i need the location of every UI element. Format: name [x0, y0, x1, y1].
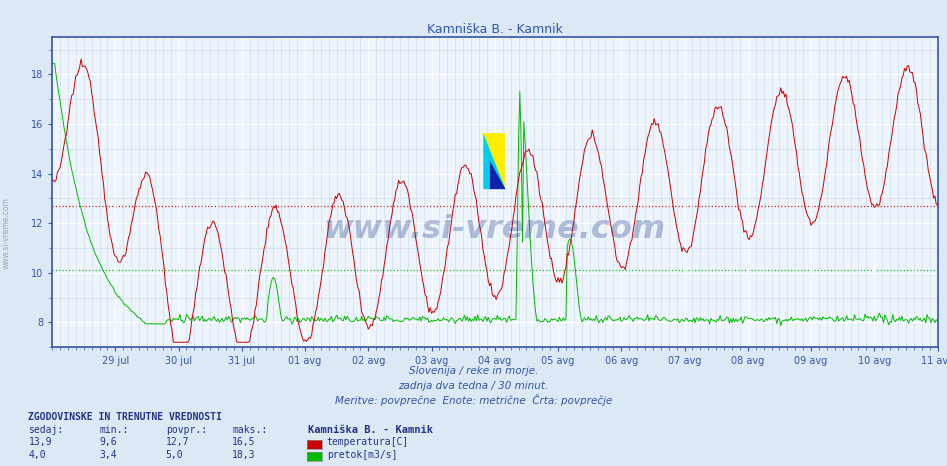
Text: 3,4: 3,4	[99, 450, 117, 459]
Text: Meritve: povprečne  Enote: metrične  Črta: povprečje: Meritve: povprečne Enote: metrične Črta:…	[335, 394, 612, 406]
Text: 18,3: 18,3	[232, 450, 256, 459]
Text: www.si-vreme.com: www.si-vreme.com	[2, 197, 11, 269]
Text: www.si-vreme.com: www.si-vreme.com	[324, 214, 666, 245]
Title: Kamniška B. - Kamnik: Kamniška B. - Kamnik	[427, 23, 563, 36]
Text: Kamniška B. - Kamnik: Kamniška B. - Kamnik	[308, 425, 433, 435]
Text: 4,0: 4,0	[28, 450, 46, 459]
Text: 13,9: 13,9	[28, 438, 52, 447]
Text: 12,7: 12,7	[166, 438, 189, 447]
Text: temperatura[C]: temperatura[C]	[327, 438, 409, 447]
Text: 16,5: 16,5	[232, 438, 256, 447]
Text: 9,6: 9,6	[99, 438, 117, 447]
Text: min.:: min.:	[99, 425, 129, 435]
Polygon shape	[483, 133, 506, 189]
Text: sedaj:: sedaj:	[28, 425, 63, 435]
Polygon shape	[490, 161, 506, 189]
Text: Slovenija / reke in morje.: Slovenija / reke in morje.	[409, 366, 538, 376]
Text: zadnja dva tedna / 30 minut.: zadnja dva tedna / 30 minut.	[399, 381, 548, 391]
Text: ZGODOVINSKE IN TRENUTNE VREDNOSTI: ZGODOVINSKE IN TRENUTNE VREDNOSTI	[28, 412, 223, 422]
Text: maks.:: maks.:	[232, 425, 267, 435]
Text: 5,0: 5,0	[166, 450, 184, 459]
Polygon shape	[483, 133, 506, 189]
Text: povpr.:: povpr.:	[166, 425, 206, 435]
Text: pretok[m3/s]: pretok[m3/s]	[327, 450, 397, 459]
